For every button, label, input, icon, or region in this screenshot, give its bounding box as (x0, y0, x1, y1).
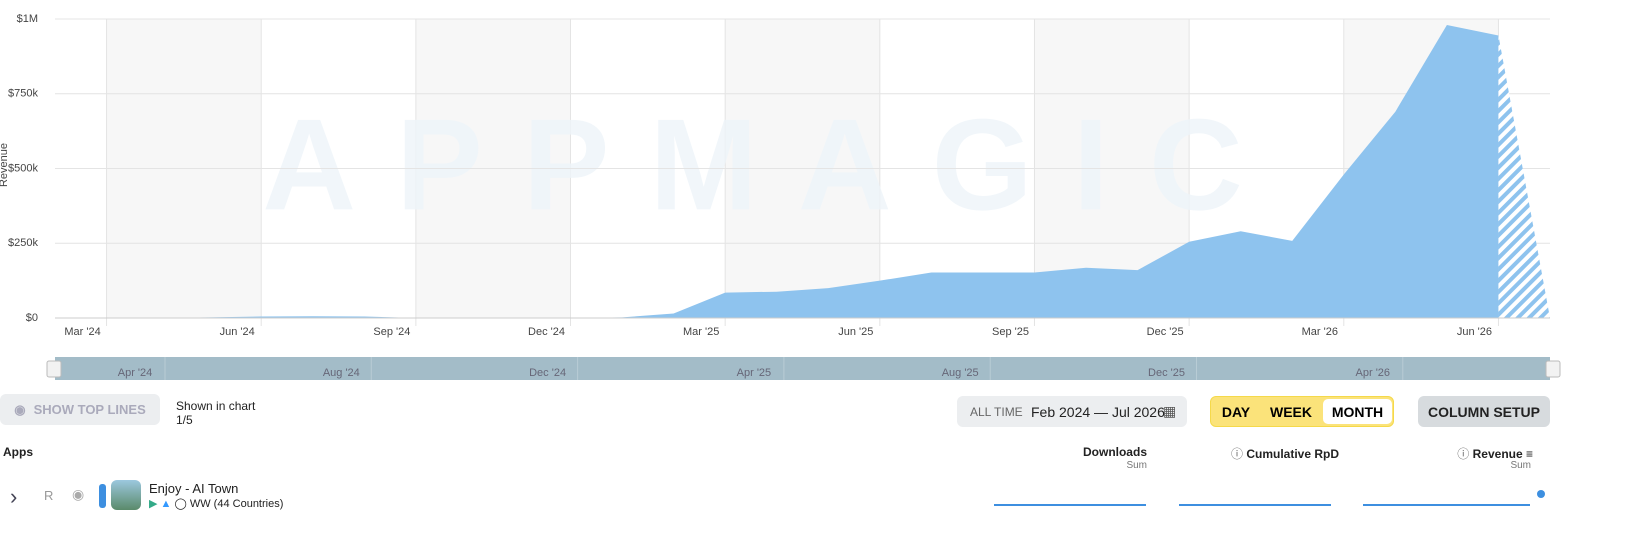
shown-label: Shown in chart (176, 399, 256, 413)
navigator-handle (46, 360, 62, 378)
granularity-month[interactable]: MONTH (1323, 399, 1392, 424)
area-partial (1498, 35, 1550, 318)
header-revenue-sub: Sum (1510, 460, 1531, 471)
period-picker[interactable]: ALL TIME Feb 2024 — Jul 2026 ▦ (957, 396, 1187, 427)
y-axis-label: Revenue (0, 143, 10, 187)
x-tick-label: Jun '26 (1457, 326, 1492, 338)
cell-bar (1363, 504, 1530, 506)
x-tick-label: Mar '26 (1302, 326, 1338, 338)
row-dot (1537, 490, 1545, 498)
show-top-lines-button[interactable]: ◉ SHOW TOP LINES (0, 394, 160, 425)
y-tick-label: $1M (17, 13, 38, 25)
x-tick-label: Jun '24 (220, 326, 255, 338)
navigator-label: Dec '25 (1148, 367, 1185, 379)
header-apps: Apps (3, 445, 33, 459)
period: Feb 2024 — Jul 2026 (1031, 404, 1165, 420)
app-region: ▶ ▲ ◯ WW (44 Countries) (149, 498, 284, 510)
granularity-day[interactable]: DAY (1221, 403, 1251, 420)
x-tick-label: Sep '25 (992, 326, 1029, 338)
app-icon (111, 480, 141, 510)
region-text: WW (44 Countries) (189, 498, 284, 510)
navigator-handle (1545, 360, 1561, 378)
x-tick-label: Sep '24 (373, 326, 410, 338)
x-tick-label: Dec '24 (528, 326, 565, 338)
navigator-label: Aug '24 (323, 367, 360, 379)
y-tick-label: $750k (8, 88, 38, 100)
cell-bar (994, 504, 1146, 506)
x-tick-label: Mar '25 (683, 326, 719, 338)
row-tag: R (44, 488, 54, 503)
header-rpd: ⓘ Cumulative RpD (1231, 447, 1340, 461)
navigator-label: Apr '24 (118, 367, 153, 379)
app-name[interactable]: Enjoy - AI Town (149, 481, 239, 496)
navigator (55, 357, 1550, 380)
granularity-week[interactable]: WEEK (1270, 403, 1312, 420)
calendar-icon: ▦ (1163, 403, 1177, 419)
expand-icon[interactable]: › (10, 484, 18, 509)
header-text: Cumulative RpD (1246, 447, 1340, 461)
header-text: Revenue (1472, 447, 1523, 461)
header-revenue: ⓘ Revenue ≡ (1457, 447, 1533, 461)
navigator-label: Dec '24 (529, 367, 566, 379)
x-tick-label: Jun '25 (838, 326, 873, 338)
x-tick-label: Mar '24 (64, 326, 100, 338)
header-downloads-sub: Sum (1126, 460, 1147, 471)
y-tick-label: $0 (26, 312, 38, 324)
granularity-switch: DAY WEEK MONTH (1210, 396, 1394, 427)
y-tick-label: $250k (8, 237, 38, 249)
series-color (99, 484, 106, 508)
column-setup-button[interactable]: COLUMN SETUP (1418, 396, 1550, 427)
chart: Revenue APPMAGIC $0 $250k $500k $750k $1M Mar … (0, 13, 1561, 380)
shown-count: 1/5 (176, 413, 193, 427)
y-tick-label: $500k (8, 162, 38, 174)
navigator-label: Apr '26 (1356, 367, 1391, 379)
header-downloads: Downloads (1082, 445, 1147, 459)
watermark: APPMAGIC (262, 91, 1283, 237)
area (55, 24, 1499, 318)
cell-bar (1179, 504, 1331, 506)
button-text: SHOW TOP LINES (33, 402, 146, 417)
eye-icon[interactable]: ◉ (72, 486, 85, 502)
x-tick-label: Dec '25 (1147, 326, 1184, 338)
navigator-label: Apr '25 (737, 367, 772, 379)
period-label: ALL TIME (970, 405, 1023, 419)
navigator-label: Aug '25 (942, 367, 979, 379)
